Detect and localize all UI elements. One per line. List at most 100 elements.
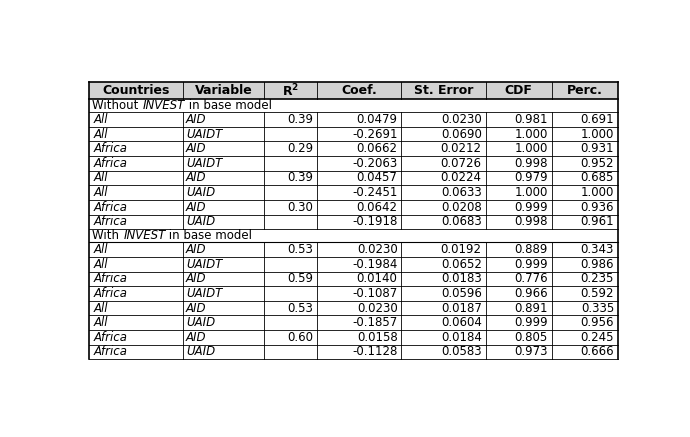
Text: Africa: Africa	[93, 215, 127, 229]
Bar	[89, 142, 618, 156]
Bar	[89, 156, 618, 170]
Text: 0.998: 0.998	[514, 215, 548, 229]
Text: 0.592: 0.592	[580, 287, 614, 300]
Bar	[89, 215, 618, 229]
Text: UAIDT: UAIDT	[186, 258, 222, 271]
Text: AID: AID	[186, 243, 206, 256]
Text: $\mathbf{R^2}$: $\mathbf{R^2}$	[282, 82, 299, 99]
Text: 0.0596: 0.0596	[441, 287, 482, 300]
Bar	[89, 82, 618, 99]
Text: AID: AID	[186, 113, 206, 126]
Text: 0.335: 0.335	[581, 302, 614, 315]
Text: -0.2691: -0.2691	[352, 128, 397, 141]
Text: 0.999: 0.999	[514, 316, 548, 329]
Bar	[89, 99, 618, 112]
Text: Africa: Africa	[93, 272, 127, 285]
Bar	[89, 229, 618, 242]
Text: 0.691: 0.691	[580, 113, 614, 126]
Text: 0.30: 0.30	[288, 201, 313, 214]
Text: -0.2063: -0.2063	[353, 157, 397, 170]
Text: 0.0192: 0.0192	[441, 243, 482, 256]
Text: 0.343: 0.343	[581, 243, 614, 256]
Text: UAID: UAID	[186, 186, 215, 199]
Bar	[89, 170, 618, 185]
Text: 0.952: 0.952	[580, 157, 614, 170]
Text: -0.1857: -0.1857	[353, 316, 397, 329]
Text: 0.998: 0.998	[514, 157, 548, 170]
Text: UAID: UAID	[186, 316, 215, 329]
Text: 0.29: 0.29	[288, 142, 313, 155]
Text: CDF: CDF	[504, 84, 533, 97]
Text: INVEST: INVEST	[124, 229, 166, 242]
Bar	[89, 185, 618, 200]
Text: 0.0662: 0.0662	[357, 142, 397, 155]
Text: 0.235: 0.235	[581, 272, 614, 285]
Text: Africa: Africa	[93, 346, 127, 358]
Text: AID: AID	[186, 272, 206, 285]
Text: With: With	[92, 229, 124, 242]
Text: 0.0457: 0.0457	[357, 171, 397, 184]
Bar	[89, 286, 618, 301]
Text: 0.0583: 0.0583	[441, 346, 482, 358]
Text: AID: AID	[186, 331, 206, 344]
Text: 0.776: 0.776	[514, 272, 548, 285]
Text: -0.1984: -0.1984	[353, 258, 397, 271]
Text: -0.1128: -0.1128	[353, 346, 397, 358]
Text: 0.891: 0.891	[514, 302, 548, 315]
Bar	[89, 112, 618, 127]
Text: 0.936: 0.936	[580, 201, 614, 214]
Text: AID: AID	[186, 201, 206, 214]
Text: All: All	[93, 171, 108, 184]
Text: -0.2451: -0.2451	[353, 186, 397, 199]
Text: Africa: Africa	[93, 157, 127, 170]
Text: INVEST: INVEST	[143, 99, 185, 112]
Text: AID: AID	[186, 142, 206, 155]
Text: Perc.: Perc.	[567, 84, 603, 97]
Text: 0.666: 0.666	[580, 346, 614, 358]
Text: 0.966: 0.966	[514, 287, 548, 300]
Text: 0.685: 0.685	[581, 171, 614, 184]
Text: 0.0604: 0.0604	[441, 316, 482, 329]
Text: All: All	[93, 128, 108, 141]
Text: 0.931: 0.931	[580, 142, 614, 155]
Text: 0.956: 0.956	[580, 316, 614, 329]
Text: 0.889: 0.889	[515, 243, 548, 256]
Text: UAIDT: UAIDT	[186, 157, 222, 170]
Text: 0.999: 0.999	[514, 201, 548, 214]
Text: Variable: Variable	[195, 84, 253, 97]
Bar	[89, 345, 618, 359]
Bar	[89, 242, 618, 257]
Text: St. Error: St. Error	[414, 84, 473, 97]
Text: 0.0184: 0.0184	[441, 331, 482, 344]
Bar	[89, 316, 618, 330]
Text: in base model: in base model	[185, 99, 272, 112]
Text: 0.0690: 0.0690	[441, 128, 482, 141]
Text: UAIDT: UAIDT	[186, 287, 222, 300]
Text: Africa: Africa	[93, 201, 127, 214]
Text: All: All	[93, 243, 108, 256]
Text: 0.60: 0.60	[288, 331, 313, 344]
Text: 0.973: 0.973	[514, 346, 548, 358]
Bar	[89, 127, 618, 142]
Text: 0.0683: 0.0683	[441, 215, 482, 229]
Text: 1.000: 1.000	[581, 186, 614, 199]
Text: 1.000: 1.000	[515, 186, 548, 199]
Text: All: All	[93, 258, 108, 271]
Text: 0.999: 0.999	[514, 258, 548, 271]
Text: 0.986: 0.986	[580, 258, 614, 271]
Text: 0.0140: 0.0140	[357, 272, 397, 285]
Text: 0.39: 0.39	[288, 113, 313, 126]
Bar	[89, 330, 618, 345]
Text: Africa: Africa	[93, 142, 127, 155]
Text: 0.979: 0.979	[514, 171, 548, 184]
Text: 0.245: 0.245	[580, 331, 614, 344]
Text: 0.0183: 0.0183	[441, 272, 482, 285]
Text: 0.0726: 0.0726	[441, 157, 482, 170]
Text: All: All	[93, 316, 108, 329]
Text: 0.0212: 0.0212	[441, 142, 482, 155]
Text: Countries: Countries	[102, 84, 170, 97]
Text: 0.0224: 0.0224	[441, 171, 482, 184]
Text: Without: Without	[92, 99, 143, 112]
Text: 0.961: 0.961	[580, 215, 614, 229]
Text: in base model: in base model	[166, 229, 253, 242]
